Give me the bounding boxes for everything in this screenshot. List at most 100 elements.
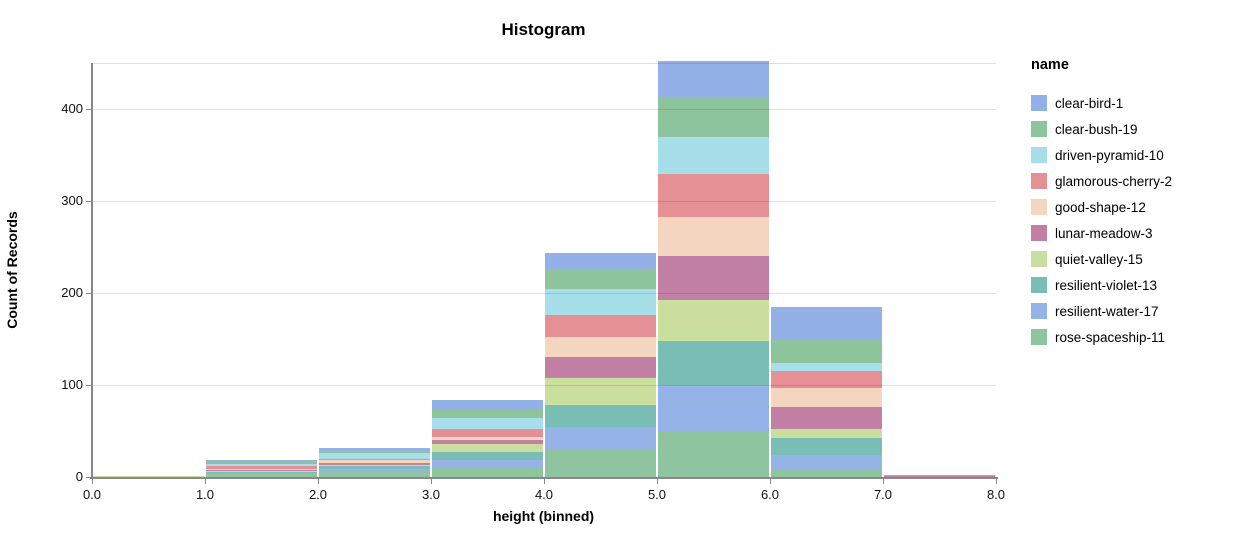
bar-segment-lunar-meadow-3-bin-7-8: [884, 476, 995, 477]
x-tick-label-1.0: 1.0: [195, 487, 215, 502]
bar-segment-resilient-violet-13-bin-6-7: [771, 438, 882, 455]
bar-segment-good-shape-12-bin-1-2: [206, 468, 317, 470]
legend-swatch-clear-bush-19: [1031, 121, 1047, 137]
legend-item-lunar-meadow-3: lunar-meadow-3: [1031, 220, 1246, 246]
y-axis-title: Count of Records: [4, 211, 20, 329]
bar-segment-quiet-valley-15-bin-0-1: [93, 476, 204, 477]
y-tick-100: [86, 385, 91, 386]
x-axis-line: [90, 477, 998, 479]
legend-label-good-shape-12: good-shape-12: [1055, 199, 1146, 215]
bar-segment-clear-bush-19-bin-3-4: [432, 409, 543, 419]
bar-segment-driven-pyramid-10-bin-6-7: [771, 362, 882, 372]
legend-label-resilient-violet-13: resilient-violet-13: [1055, 277, 1158, 293]
x-tick-label-0.0: 0.0: [82, 487, 102, 502]
bar-segment-glamorous-cherry-2-bin-2-3: [319, 458, 430, 461]
bar-segment-resilient-water-17-bin-3-4: [432, 460, 543, 468]
y-tick-label-300: 300: [61, 193, 83, 208]
gridline-y-400: [92, 109, 996, 110]
bar-segment-quiet-valley-15-bin-3-4: [432, 443, 543, 453]
bar-segment-clear-bush-19-bin-2-3: [319, 451, 430, 454]
bar-segment-rose-spaceship-11-bin-2-3: [319, 472, 430, 477]
bar-segment-lunar-meadow-3-bin-2-3: [319, 463, 430, 466]
x-tick-label-5.0: 5.0: [647, 487, 667, 502]
legend: name clear-bird-1 clear-bush-19 driven-pyr…: [1031, 57, 1246, 350]
bar-segment-lunar-meadow-3-bin-5-6: [658, 256, 769, 301]
gridline-y-200: [92, 293, 996, 294]
legend-label-glamorous-cherry-2: glamorous-cherry-2: [1055, 173, 1173, 189]
bar-segment-lunar-meadow-3-bin-3-4: [432, 440, 543, 444]
plot-top-border: [92, 63, 996, 64]
x-tick-5.0: [657, 479, 658, 484]
legend-item-resilient-water-17: resilient-water-17: [1031, 298, 1246, 324]
legend-item-driven-pyramid-10: driven-pyramid-10: [1031, 142, 1246, 168]
bar-segment-good-shape-12-bin-6-7: [771, 387, 882, 408]
legend-item-resilient-violet-13: resilient-violet-13: [1031, 272, 1246, 298]
x-tick-label-7.0: 7.0: [873, 487, 893, 502]
bar-segment-glamorous-cherry-2-bin-1-2: [206, 465, 317, 469]
legend-label-rose-spaceship-11: rose-spaceship-11: [1055, 329, 1166, 345]
bar-segment-glamorous-cherry-2-bin-4-5: [545, 315, 656, 338]
bar-segment-resilient-violet-13-bin-4-5: [545, 405, 656, 428]
bar-segment-glamorous-cherry-2-bin-7-8: [884, 475, 995, 477]
x-tick-7.0: [883, 479, 884, 484]
bar-segment-glamorous-cherry-2-bin-6-7: [771, 371, 882, 388]
x-tick-1.0: [205, 479, 206, 484]
legend-swatch-glamorous-cherry-2: [1031, 173, 1047, 189]
legend-items: clear-bird-1 clear-bush-19 driven-pyramid-…: [1031, 90, 1246, 350]
bar-segment-driven-pyramid-10-bin-2-3: [319, 453, 430, 459]
bar-segment-lunar-meadow-3-bin-6-7: [771, 407, 882, 430]
legend-swatch-driven-pyramid-10: [1031, 147, 1047, 163]
bar-segment-clear-bush-19-bin-6-7: [771, 339, 882, 363]
y-tick-label-400: 400: [61, 101, 83, 116]
x-tick-2.0: [318, 479, 319, 484]
x-tick-6.0: [770, 479, 771, 484]
legend-label-lunar-meadow-3: lunar-meadow-3: [1055, 225, 1153, 241]
legend-swatch-quiet-valley-15: [1031, 251, 1047, 267]
y-tick-label-100: 100: [61, 377, 83, 392]
legend-item-clear-bush-19: clear-bush-19: [1031, 116, 1246, 142]
legend-label-clear-bush-19: clear-bush-19: [1055, 121, 1138, 137]
bar-segment-glamorous-cherry-2-bin-3-4: [432, 429, 543, 437]
x-tick-label-2.0: 2.0: [308, 487, 328, 502]
plot-area: 0.0 1.0 2.0 3.0 4.0 5.0 6.0 7.0 8.0 0 100 200 300 400: [61, 61, 1005, 502]
bar-segment-clear-bush-19-bin-4-5: [545, 269, 656, 290]
bar-segment-quiet-valley-15-bin-4-5: [545, 377, 656, 406]
legend-label-driven-pyramid-10: driven-pyramid-10: [1055, 147, 1164, 163]
bar-segment-good-shape-12-bin-2-3: [319, 460, 430, 464]
gridline-y-100: [92, 385, 996, 386]
bar-segment-clear-bird-1-bin-1-2: [206, 459, 317, 462]
bar-segment-rose-spaceship-11-bin-3-4: [432, 467, 543, 477]
bar-segment-driven-pyramid-10-bin-4-5: [545, 289, 656, 316]
bar-segment-lunar-meadow-3-bin-4-5: [545, 357, 656, 378]
x-tick-0.0: [92, 479, 93, 484]
bar-segment-driven-pyramid-10-bin-1-2: [206, 464, 317, 466]
legend-item-good-shape-12: good-shape-12: [1031, 194, 1246, 220]
bar-segment-resilient-water-17-bin-1-2: [206, 473, 317, 475]
legend-label-clear-bird-1: clear-bird-1: [1055, 95, 1124, 111]
x-tick-label-6.0: 6.0: [760, 487, 780, 502]
bar-segment-resilient-water-17-bin-2-3: [319, 468, 430, 473]
legend-swatch-good-shape-12: [1031, 199, 1047, 215]
bar-segment-clear-bush-19-bin-5-6: [658, 97, 769, 137]
y-tick-200: [86, 293, 91, 294]
bar-segment-quiet-valley-15-bin-1-2: [206, 470, 317, 472]
x-tick-3.0: [431, 479, 432, 484]
gridline-y-300: [92, 201, 996, 202]
bar-segment-clear-bird-1-bin-4-5: [545, 253, 656, 270]
legend-item-glamorous-cherry-2: glamorous-cherry-2: [1031, 168, 1246, 194]
legend-swatch-clear-bird-1: [1031, 95, 1047, 111]
legend-title: name: [1031, 57, 1069, 73]
bar-segment-good-shape-12-bin-5-6: [658, 216, 769, 257]
bar-segment-quiet-valley-15-bin-6-7: [771, 429, 882, 439]
x-tick-label-4.0: 4.0: [534, 487, 554, 502]
y-axis-line: [91, 63, 93, 479]
y-tick-label-0: 0: [75, 469, 83, 484]
bar-segment-clear-bird-1-bin-5-6: [658, 61, 769, 98]
bar-segment-clear-bird-1-bin-2-3: [319, 447, 430, 452]
bar-segment-resilient-violet-13-bin-5-6: [658, 340, 769, 385]
bar-segment-rose-spaceship-11-bin-1-2: [206, 474, 317, 477]
x-axis-title: height (binned): [492, 508, 595, 524]
bar-segment-driven-pyramid-10-bin-5-6: [658, 136, 769, 175]
legend-swatch-resilient-violet-13: [1031, 277, 1047, 293]
